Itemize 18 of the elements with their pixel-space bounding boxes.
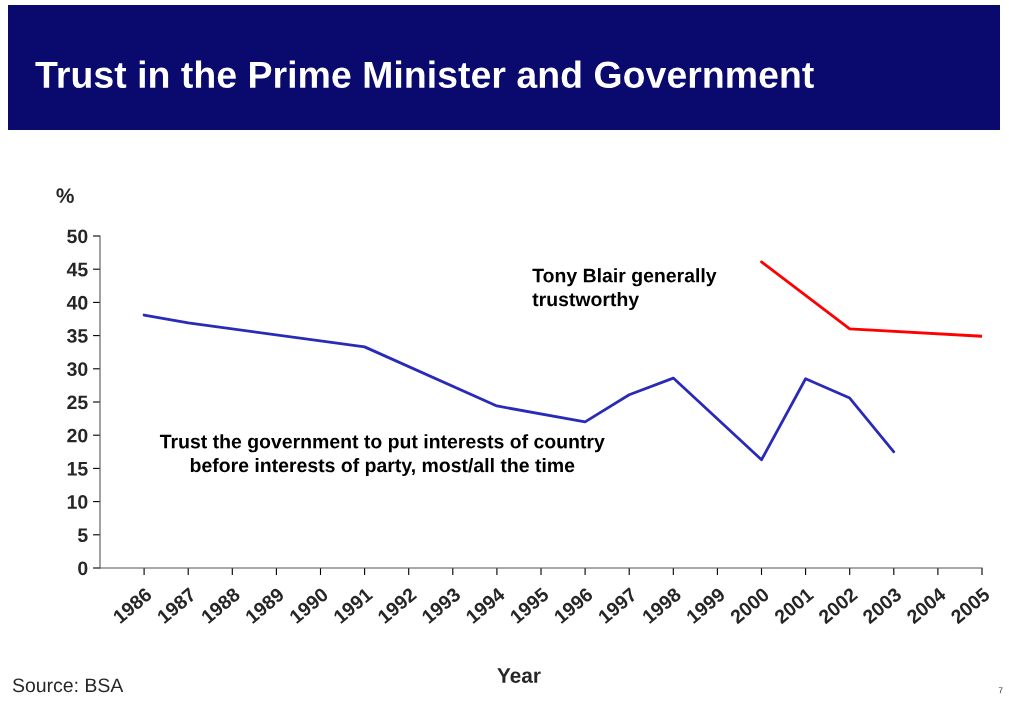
y-tick-label: 35 [67, 329, 88, 343]
y-axis-title: % [56, 188, 74, 203]
y-tick-label: 25 [67, 395, 88, 410]
series-label: Trust the government to put interests of country before interests of party, most/all the time [159, 434, 605, 477]
text: Tony Blair generally trustworthy [532, 268, 717, 311]
y-tick-label: 15 [67, 462, 88, 476]
chart-title: Trust in the Prime Minister and Government [35, 60, 814, 89]
y-tick-label: 50 [67, 229, 88, 244]
source-note: Source: BSA [12, 678, 124, 693]
x-axis-title: Year [497, 668, 541, 683]
y-tick-label: 10 [67, 495, 88, 509]
y-tick-label: 45 [66, 262, 88, 277]
y-tick-label: 30 [67, 362, 88, 377]
y-tick-label: 40 [66, 295, 88, 310]
y-tick-label: 5 [77, 528, 88, 543]
text: 7 [998, 687, 1003, 694]
y-tick-label: 0 [78, 561, 88, 576]
y-tick-label: 20 [67, 428, 88, 443]
